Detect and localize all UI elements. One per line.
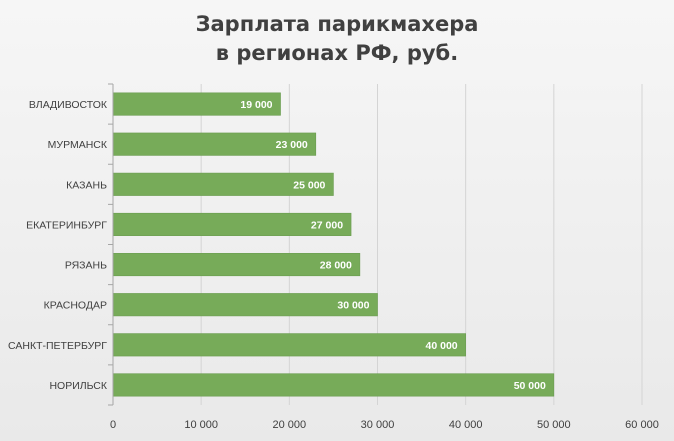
data-label: 40 000 — [426, 340, 458, 352]
data-label: 28 000 — [320, 260, 352, 272]
x-tick-label: 30 000 — [361, 419, 395, 431]
x-tick-label: 10 000 — [184, 419, 218, 431]
data-label: 27 000 — [311, 219, 343, 231]
data-label: 25 000 — [293, 179, 325, 191]
chart-title-line-2: в регионах РФ, руб. — [215, 41, 459, 65]
category-label: ВЛАДИВОСТОК — [29, 99, 108, 111]
category-label: РЯЗАНЬ — [65, 260, 107, 272]
category-label: ЕКАТЕРИНБУРГ — [26, 219, 107, 231]
bar — [112, 373, 555, 397]
chart-title-line-1: Зарплата парикмахера — [195, 12, 479, 36]
category-label: МУРМАНСК — [48, 139, 108, 151]
x-tick-label: 20 000 — [273, 419, 307, 431]
bar — [112, 333, 466, 357]
data-label: 50 000 — [514, 380, 546, 392]
category-label: КРАСНОДАР — [44, 300, 107, 312]
data-label: 23 000 — [276, 139, 308, 151]
chart-title: Зарплата парикмахера в регионах РФ, руб. — [0, 10, 674, 68]
category-label: САНКТ-ПЕТЕРБУРГ — [8, 340, 107, 352]
data-label: 19 000 — [240, 99, 272, 111]
x-tick-label: 40 000 — [449, 419, 483, 431]
x-tick-label: 0 — [110, 419, 116, 431]
x-tick-label: 50 000 — [537, 419, 571, 431]
x-tick-label: 60 000 — [625, 419, 659, 431]
data-label: 30 000 — [337, 300, 369, 312]
category-label: КАЗАНЬ — [66, 179, 107, 191]
category-label: НОРИЛЬСК — [49, 380, 107, 392]
